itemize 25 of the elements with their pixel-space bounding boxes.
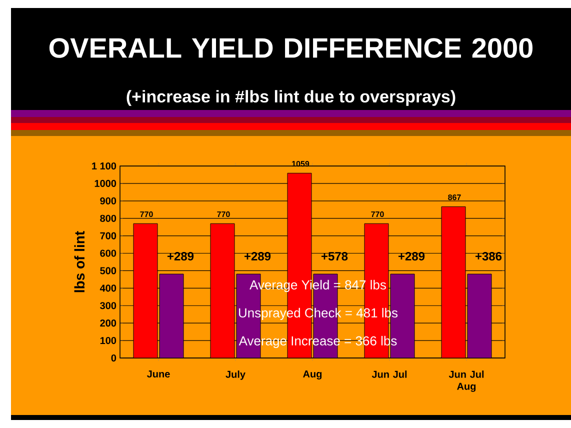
y-tick-label: 900	[100, 197, 116, 204]
data-label: 1059	[292, 160, 310, 167]
chart-subtitle: (+increase in #lbs lint due to oversprays)	[126, 90, 456, 106]
y-tick-label: 400	[100, 284, 116, 292]
y-tick-label: 100	[100, 336, 116, 344]
data-label: 770	[217, 211, 230, 218]
x-tick-label: Aug	[303, 370, 322, 380]
y-tick-label: 600	[100, 250, 116, 257]
x-tick-label: Jun Jul	[372, 370, 407, 378]
y-tick-label: 500	[100, 267, 116, 274]
y-tick-label: 800	[100, 214, 116, 222]
y-tick-label: 200	[100, 320, 116, 327]
y-axis-title: lbs of lint	[74, 231, 85, 292]
data-label: 770	[371, 211, 384, 218]
x-tick-label: June	[146, 370, 170, 378]
data-label: 867	[448, 194, 461, 200]
data-label: 770	[140, 211, 153, 218]
chart-title: OVERALL YIELD DIFFERENCE 2000	[49, 38, 533, 58]
y-tick-label: 700	[100, 232, 116, 240]
y-tick-label: 1000	[94, 180, 116, 187]
y-tick-label: 300	[100, 302, 116, 310]
x-tick-label: July	[226, 370, 246, 380]
y-tick-label: 0	[111, 354, 116, 362]
x-tick-label: Jun Jul Aug	[448, 370, 484, 392]
y-tick-label: 1 100	[92, 162, 116, 170]
